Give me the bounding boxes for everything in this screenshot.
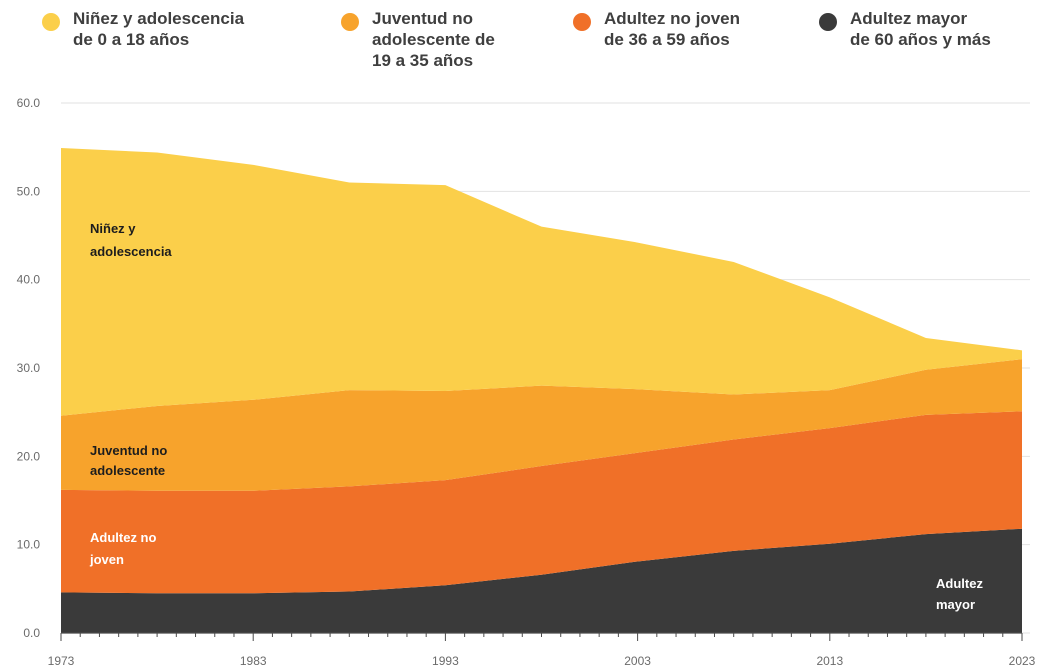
- x-tick-label: 1993: [432, 654, 459, 668]
- legend-swatch-adultez-no-joven: [573, 13, 591, 31]
- legend-item-ninez: Niñez y adolescencia de 0 a 18 años: [42, 8, 244, 50]
- area-series: [61, 148, 1022, 633]
- x-tick-label: 1983: [240, 654, 267, 668]
- area-series-2: [61, 359, 1022, 491]
- y-tick-label: 20.0: [17, 449, 41, 463]
- area-series-3: [61, 148, 1022, 416]
- x-tick-label: 1973: [48, 654, 75, 668]
- y-tick-label: 60.0: [17, 96, 41, 110]
- legend-label: Niñez y adolescencia: [73, 9, 245, 28]
- label-ninez: Niñez y adolescencia: [90, 221, 172, 259]
- y-tick-label: 0.0: [23, 626, 40, 640]
- legend-swatch-juventud: [341, 13, 359, 31]
- label-adultez-mayor: Adultez mayor: [936, 576, 987, 612]
- legend-label: adolescente de: [372, 30, 495, 49]
- legend-label: de 60 años y más: [850, 30, 991, 49]
- label-juventud: Juventud no adolescente: [90, 443, 171, 478]
- y-tick-label: 40.0: [17, 273, 41, 287]
- legend-item-adultez-no-joven: Adultez no joven de 36 a 59 años: [573, 8, 740, 50]
- label-adultez-no-joven: Adultez no joven: [89, 530, 160, 567]
- legend-label: de 36 a 59 años: [604, 30, 730, 49]
- x-axis: [60, 632, 1023, 641]
- legend-label: Adultez mayor: [850, 9, 968, 28]
- x-axis-ticks: 1973 1983 1993 2003 2013 2023: [48, 654, 1036, 668]
- area-series-0: [61, 528, 1022, 633]
- legend-swatch-ninez: [42, 13, 60, 31]
- y-tick-label: 30.0: [17, 361, 41, 375]
- x-tick-label: 2013: [816, 654, 843, 668]
- x-tick-label: 2023: [1009, 654, 1036, 668]
- legend-label: Juventud no: [372, 9, 474, 28]
- legend-item-juventud: Juventud no adolescente de 19 a 35 años: [341, 8, 495, 71]
- y-axis-ticks: 0.0 10.0 20.0 30.0 40.0 50.0 60.0: [17, 96, 41, 640]
- legend-item-adultez-mayor: Adultez mayor de 60 años y más: [819, 8, 991, 50]
- legend-label: de 0 a 18 años: [73, 30, 190, 49]
- x-tick-label: 2003: [624, 654, 651, 668]
- legend-label: 19 a 35 años: [372, 51, 474, 70]
- legend-label: Adultez no joven: [604, 9, 740, 28]
- legend-swatch-adultez-mayor: [819, 13, 837, 31]
- area-series-1: [61, 411, 1022, 594]
- y-tick-label: 50.0: [17, 184, 41, 198]
- y-tick-label: 10.0: [17, 538, 41, 552]
